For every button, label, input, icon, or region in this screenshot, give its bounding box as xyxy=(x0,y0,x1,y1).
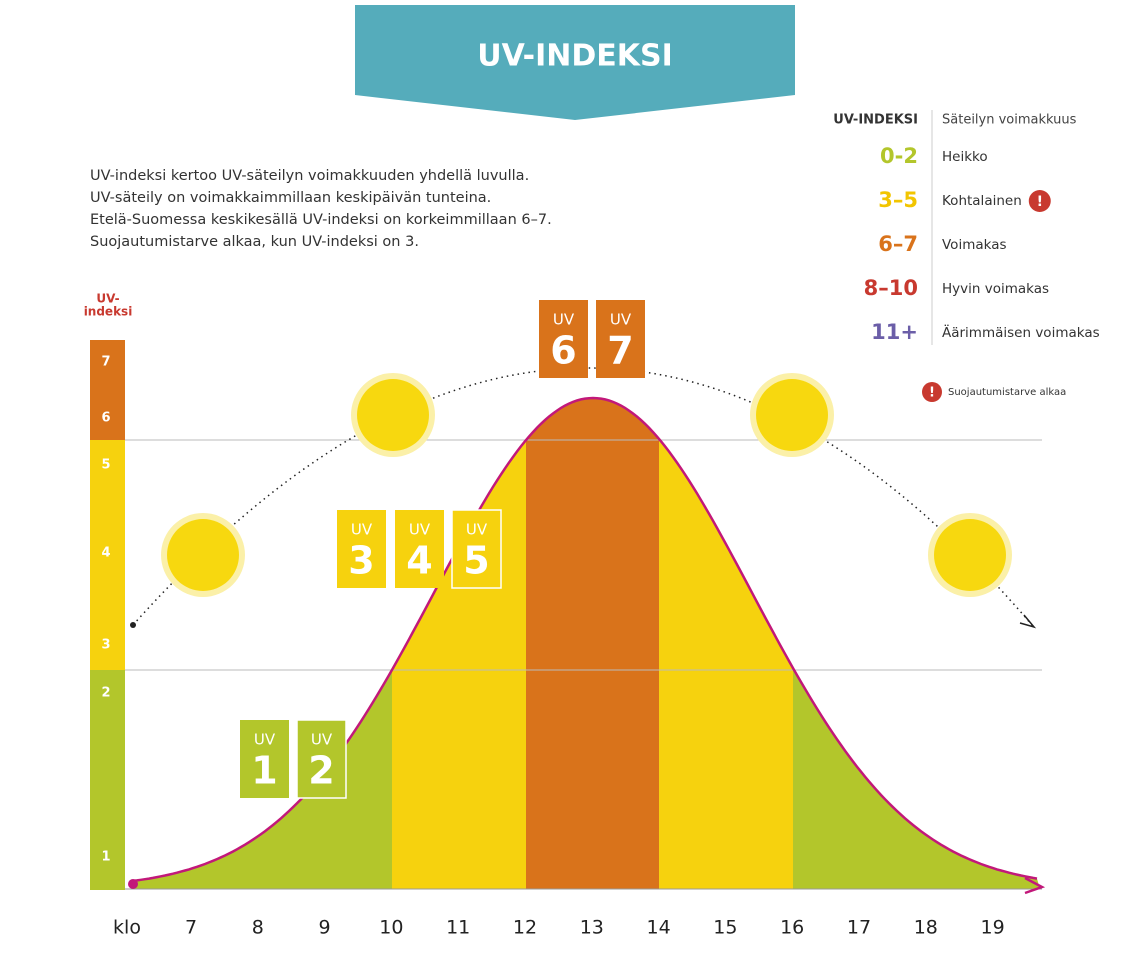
legend-range: 8–10 xyxy=(864,276,918,300)
band-low xyxy=(793,398,1040,889)
scale-number: 5 xyxy=(101,458,110,473)
title: UV-INDEKSI xyxy=(477,39,673,74)
legend-note: Suojautumistarve alkaa xyxy=(948,387,1066,398)
hour-label: 18 xyxy=(914,917,938,939)
legend-label: Heikko xyxy=(942,149,988,165)
warning-icon xyxy=(922,382,942,402)
scale-strong xyxy=(90,340,125,440)
description-line: Suojautumistarve alkaa, kun UV-indeksi o… xyxy=(90,234,419,250)
hour-label: 19 xyxy=(981,917,1005,939)
hour-label: 9 xyxy=(319,917,331,939)
axis-label: indeksi xyxy=(84,305,133,319)
uv-box xyxy=(337,510,386,588)
warning-icon-text: ! xyxy=(1037,194,1043,210)
uv-box xyxy=(240,720,289,798)
uv-box xyxy=(296,719,347,799)
hour-label: 8 xyxy=(252,917,264,939)
uv-box-unit: UV xyxy=(254,731,276,749)
uv-box xyxy=(596,300,645,378)
legend-range: 11+ xyxy=(871,320,918,344)
uv-box-unit: UV xyxy=(311,731,333,749)
axis-label: UV- xyxy=(96,292,119,306)
legend-label: Äärimmäisen voimakas xyxy=(942,323,1100,341)
warning-icon-text: ! xyxy=(929,386,935,401)
hour-label: 16 xyxy=(780,917,804,939)
sun xyxy=(934,519,1006,591)
hour-label: 14 xyxy=(647,917,671,939)
band-low xyxy=(133,398,392,889)
band-strong xyxy=(526,398,659,889)
hour-label: 10 xyxy=(379,917,403,939)
scale-number: 2 xyxy=(101,686,110,701)
legend-label: Hyvin voimakas xyxy=(942,281,1049,297)
title-banner xyxy=(355,5,795,120)
scale-moderate xyxy=(90,440,125,670)
uv-box xyxy=(451,509,502,589)
sun xyxy=(756,379,828,451)
hour-label: 17 xyxy=(847,917,871,939)
curve-start xyxy=(128,879,138,889)
sun-path xyxy=(132,367,1033,626)
hour-label: klo xyxy=(113,917,141,939)
sun xyxy=(357,379,429,451)
uv-box-number: 5 xyxy=(463,539,489,583)
scale-number: 1 xyxy=(101,850,110,865)
scale-number: 6 xyxy=(101,411,110,426)
description-line: UV-säteily on voimakkaimmillaan keskipäi… xyxy=(90,190,491,206)
uv-curve xyxy=(132,396,1038,883)
sun-path-start xyxy=(130,622,136,628)
legend-range: 0-2 xyxy=(880,144,918,168)
band-moderate xyxy=(659,398,793,889)
scale-low xyxy=(90,670,125,890)
legend-range: 3–5 xyxy=(878,188,918,212)
description-line: Etelä-Suomessa keskikesällä UV-indeksi o… xyxy=(90,212,552,228)
uv-box-number: 4 xyxy=(406,539,432,583)
legend-range: 6–7 xyxy=(878,232,918,256)
scale-number: 7 xyxy=(101,355,110,370)
uv-box-number: 2 xyxy=(308,749,334,793)
scale-number: 4 xyxy=(101,546,110,561)
hour-label: 13 xyxy=(580,917,604,939)
description-line: UV-indeksi kertoo UV-säteilyn voimakkuud… xyxy=(90,168,529,184)
legend-label: Kohtalainen xyxy=(942,193,1022,209)
scale-number: 3 xyxy=(101,638,110,653)
legend-header: UV-INDEKSI xyxy=(833,113,918,128)
uv-box-unit: UV xyxy=(351,521,373,539)
uv-box-number: 6 xyxy=(550,329,576,373)
hour-label: 15 xyxy=(713,917,737,939)
uv-box-unit: UV xyxy=(610,311,632,329)
legend-label: Voimakas xyxy=(942,237,1007,253)
uv-box-unit: UV xyxy=(409,521,431,539)
curve-fill xyxy=(133,398,1040,889)
sun-path-arrow xyxy=(1019,614,1037,629)
uv-box-number: 1 xyxy=(251,749,277,793)
sun xyxy=(167,519,239,591)
uv-box-number: 7 xyxy=(607,329,633,373)
curve-arrow xyxy=(1024,876,1046,895)
uv-box-unit: UV xyxy=(553,311,575,329)
hour-label: 12 xyxy=(513,917,537,939)
uv-box xyxy=(395,510,444,588)
uv-box xyxy=(539,300,588,378)
legend-header: Säteilyn voimakkuus xyxy=(942,113,1077,128)
uv-box-unit: UV xyxy=(466,521,488,539)
uv-box-number: 3 xyxy=(348,539,374,583)
hour-label: 7 xyxy=(185,917,197,939)
warning-icon xyxy=(1028,190,1051,212)
hour-label: 11 xyxy=(446,917,470,939)
